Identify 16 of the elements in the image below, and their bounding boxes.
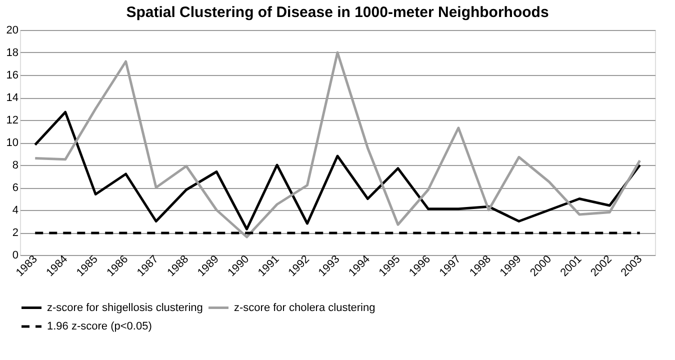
y-tick-label: 0 bbox=[12, 250, 18, 262]
legend-label: z-score for cholera clustering bbox=[234, 302, 376, 314]
legend-label: 1.96 z-score (p<0.05) bbox=[47, 320, 152, 332]
y-tick-label: 6 bbox=[12, 182, 18, 194]
y-tick-label: 4 bbox=[12, 204, 18, 216]
y-tick-label: 12 bbox=[6, 114, 18, 126]
legend-label: z-score for shigellosis clustering bbox=[47, 302, 203, 314]
chart-title: Spatial Clustering of Disease in 1000-meter Neighborhoods bbox=[126, 4, 549, 21]
y-tick-label: 16 bbox=[6, 70, 18, 82]
y-tick-label: 18 bbox=[6, 47, 18, 59]
y-tick-label: 8 bbox=[12, 160, 18, 172]
y-tick-label: 14 bbox=[6, 92, 18, 104]
y-tick-label: 2 bbox=[12, 227, 18, 239]
y-tick-label: 20 bbox=[6, 24, 18, 36]
y-tick-label: 10 bbox=[6, 137, 18, 149]
line-series bbox=[34, 110, 642, 230]
